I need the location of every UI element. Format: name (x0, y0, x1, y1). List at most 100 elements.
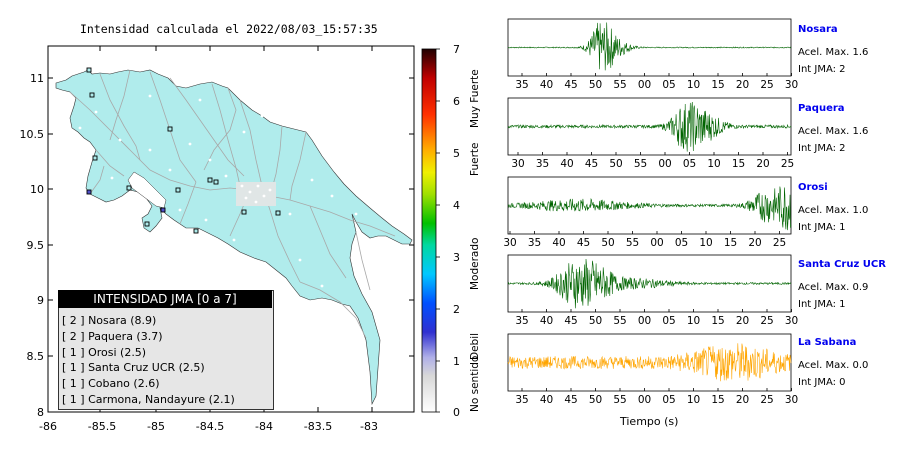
waveform-trace (507, 101, 792, 152)
time-tick-label: 30 (511, 158, 524, 170)
station-acceleration: Acel. Max. 0.9 (798, 282, 869, 293)
time-tick-label: 50 (601, 237, 614, 249)
y-tick-label: 11 (30, 72, 44, 85)
station-jma: Int JMA: 0 (798, 377, 846, 388)
legend-item: [ 1 ] Carmona, Nandayure (2.1) (62, 392, 235, 406)
waveform-trace (507, 343, 792, 382)
time-tick-label: 20 (756, 158, 769, 170)
intensity-colorbar: 0 1 2 3 4 5 6 7 No sentido Debil Moderad… (421, 43, 481, 419)
time-tick-label: 55 (613, 315, 626, 327)
time-tick-label: 50 (589, 394, 602, 406)
station-acceleration: Acel. Max. 1.0 (798, 205, 869, 216)
time-tick-label: 35 (515, 394, 528, 406)
time-axis-label: Tiempo (s) (620, 415, 679, 428)
station-name: Nosara (798, 24, 838, 35)
y-tick-label: 10.5 (20, 128, 45, 141)
time-tick-label: 15 (724, 237, 737, 249)
time-tick-label: 30 (785, 315, 798, 327)
station-name: Orosi (798, 182, 828, 193)
legend-item: [ 1 ] Santa Cruz UCR (2.5) (62, 361, 205, 375)
time-tick-label: 40 (540, 394, 553, 406)
colorbar-label: Moderado (469, 238, 481, 290)
time-tick-label: 40 (552, 237, 565, 249)
time-tick-label: 45 (585, 158, 598, 170)
time-tick-label: 05 (662, 79, 675, 91)
time-tick-label: 00 (638, 315, 651, 327)
colorbar-tick: 4 (453, 199, 460, 212)
time-tick-label: 55 (634, 158, 647, 170)
time-tick-label: 15 (711, 315, 724, 327)
time-tick-label: 00 (650, 237, 663, 249)
legend-item: [ 2 ] Paquera (3.7) (62, 329, 163, 343)
time-tick-label: 30 (503, 237, 516, 249)
time-tick-label: 25 (781, 158, 794, 170)
legend-item: [ 2 ] Nosara (8.9) (62, 314, 157, 327)
time-tick-label: 25 (773, 237, 786, 249)
waveform-trace (507, 22, 792, 71)
time-tick-label: 10 (687, 394, 700, 406)
time-tick-label: 55 (626, 237, 639, 249)
time-tick-label: 45 (564, 394, 577, 406)
station-name: La Sabana (798, 337, 857, 348)
colorbar-label: No sentido (469, 356, 481, 412)
time-tick-label: 05 (683, 158, 696, 170)
station-jma: Int JMA: 2 (798, 64, 846, 75)
time-tick-label: 10 (687, 79, 700, 91)
time-tick-label: 05 (662, 394, 675, 406)
time-tick-label: 30 (785, 79, 798, 91)
time-tick-label: 40 (540, 79, 553, 91)
time-tick-label: 35 (515, 315, 528, 327)
colorbar-tick: 3 (453, 251, 460, 264)
time-tick-label: 05 (675, 237, 688, 249)
time-tick-label: 20 (736, 394, 749, 406)
colorbar-label: Debil (469, 333, 481, 360)
legend-item: [ 1 ] Orosi (2.5) (62, 345, 147, 359)
time-tick-label: 45 (564, 79, 577, 91)
costa-rica-landmass (55, 69, 413, 406)
time-tick-label: 40 (540, 315, 553, 327)
x-tick-label: -86 (39, 420, 57, 433)
y-tick-label: 9.5 (27, 239, 45, 252)
time-tick-label: 40 (560, 158, 573, 170)
time-tick-label: 35 (528, 237, 541, 249)
station-name: Santa Cruz UCR (798, 259, 886, 270)
time-tick-label: 50 (589, 315, 602, 327)
time-tick-label: 20 (736, 79, 749, 91)
legend-title: INTENSIDAD JMA [0 a 7] (58, 290, 272, 308)
time-tick-label: 55 (613, 394, 626, 406)
time-tick-label: 15 (711, 79, 724, 91)
station-acceleration: Acel. Max. 1.6 (798, 47, 869, 58)
time-tick-label: 15 (732, 158, 745, 170)
time-tick-label: 25 (760, 394, 773, 406)
station-acceleration: Acel. Max. 1.6 (798, 126, 869, 137)
time-tick-label: 50 (609, 158, 622, 170)
station-jma: Int JMA: 1 (798, 222, 846, 233)
station-jma: Int JMA: 1 (798, 299, 846, 310)
legend-item: [ 1 ] Cobano (2.6) (62, 377, 160, 391)
x-tick-label: -85.5 (88, 420, 116, 433)
time-tick-label: 25 (760, 315, 773, 327)
colorbar-tick: 1 (453, 355, 460, 368)
time-tick-label: 00 (658, 158, 671, 170)
time-tick-label: 25 (760, 79, 773, 91)
y-tick-label: 8 (37, 406, 44, 419)
colorbar-tick: 0 (453, 406, 460, 419)
station-acceleration: Acel. Max. 0.0 (798, 360, 869, 371)
waveform-frame (507, 254, 792, 313)
colorbar-tick: 2 (453, 303, 460, 316)
station-name: Paquera (798, 103, 845, 114)
time-tick-label: 10 (699, 237, 712, 249)
time-tick-label: 15 (711, 394, 724, 406)
time-tick-label: 10 (707, 158, 720, 170)
x-tick-label: -83 (360, 420, 378, 433)
colorbar-label: Muy Fuerte (469, 69, 481, 128)
time-tick-label: 05 (662, 315, 675, 327)
time-tick-label: 10 (687, 315, 700, 327)
time-tick-label: 35 (515, 79, 528, 91)
legend-items: [ 2 ] Nosara (8.9) [ 2 ] Paquera (3.7) [… (62, 313, 235, 408)
y-tick-label: 9 (37, 294, 44, 307)
time-tick-label: 45 (564, 315, 577, 327)
y-tick-label: 10 (30, 183, 44, 196)
map-title: Intensidad calculada el 2022/08/03_15:57… (80, 22, 378, 36)
